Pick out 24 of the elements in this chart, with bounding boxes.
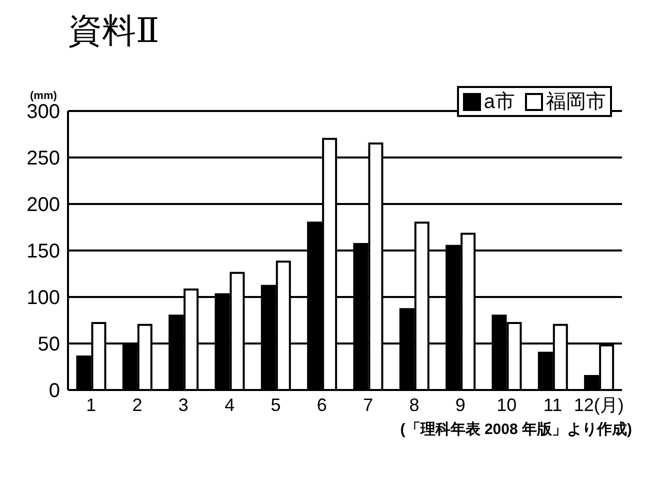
x-tick-label: 2 (132, 394, 142, 415)
y-tick-label: 300 (26, 101, 60, 124)
y-tick-label: 250 (26, 148, 60, 170)
legend-label: a市 (484, 90, 515, 115)
x-tick-label: 1 (86, 394, 96, 415)
x-tick-label: 4 (224, 394, 235, 415)
y-tick-label: 100 (26, 287, 60, 310)
x-tick-label: 12(月) (574, 394, 624, 415)
x-tick-label: 9 (455, 394, 466, 415)
x-tick-label: 7 (363, 394, 374, 415)
y-tick-label: 200 (26, 194, 60, 216)
chart-title: 資料Ⅱ (68, 10, 160, 53)
y-tick-label: 50 (38, 334, 60, 356)
x-tick-label: 5 (270, 394, 281, 415)
y-axis-title: (mm) (30, 90, 57, 102)
x-tick-label: 11 (543, 394, 562, 415)
legend-label: 福岡市 (546, 90, 606, 115)
x-tick-label: 6 (316, 394, 327, 415)
x-tick-label: 3 (178, 394, 188, 415)
y-tick-label: 150 (26, 240, 60, 263)
y-tick-label: 0 (48, 380, 60, 402)
x-tick-label: 8 (409, 394, 420, 415)
x-tick-label: 10 (496, 394, 517, 415)
text: (「理科年表 2008 年版」より作成) (399, 420, 632, 439)
